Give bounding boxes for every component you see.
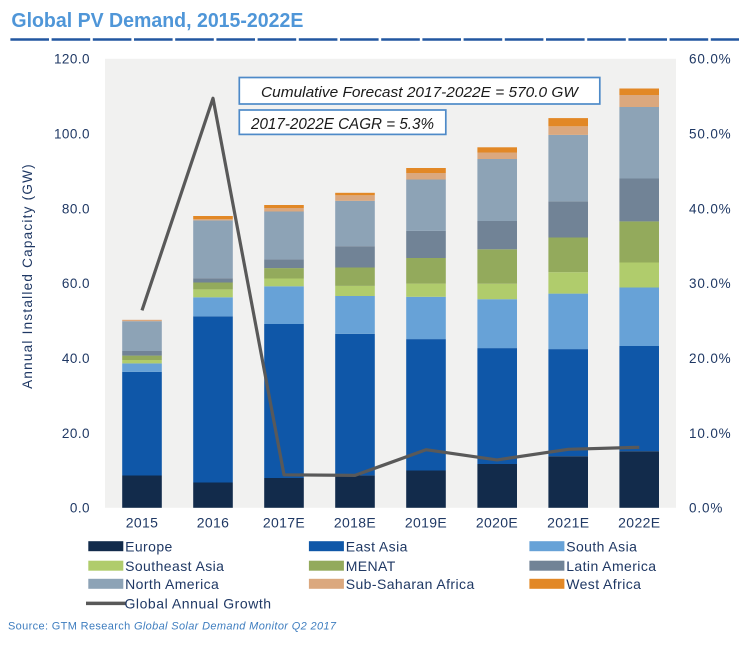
svg-text:10.0%: 10.0%: [689, 426, 732, 441]
svg-text:80.0: 80.0: [62, 201, 90, 216]
svg-text:2015: 2015: [126, 515, 159, 531]
svg-text:120.0: 120.0: [54, 52, 90, 67]
svg-text:60.0%: 60.0%: [689, 52, 732, 67]
svg-text:2016: 2016: [197, 515, 230, 531]
svg-text:East Asia: East Asia: [346, 538, 408, 554]
svg-text:0.0: 0.0: [70, 501, 90, 516]
svg-text:20.0: 20.0: [62, 426, 90, 441]
svg-text:West Africa: West Africa: [566, 576, 641, 592]
svg-text:30.0%: 30.0%: [689, 276, 732, 291]
svg-text:2017-2022E CAGR = 5.3%: 2017-2022E CAGR = 5.3%: [250, 116, 434, 133]
svg-text:Latin America: Latin America: [566, 558, 656, 574]
svg-text:2021E: 2021E: [547, 515, 589, 531]
svg-text:Southeast Asia: Southeast Asia: [125, 558, 224, 574]
svg-text:100.0: 100.0: [54, 126, 90, 141]
svg-text:40.0%: 40.0%: [689, 201, 732, 216]
svg-text:Global PV Demand, 2015-2022E: Global PV Demand, 2015-2022E: [11, 10, 303, 32]
svg-text:40.0: 40.0: [62, 351, 90, 366]
svg-text:MENAT: MENAT: [346, 558, 396, 574]
svg-text:Global Annual Growth: Global Annual Growth: [125, 595, 272, 611]
svg-text:North America: North America: [125, 576, 219, 592]
svg-text:Source: GTM Research Global So: Source: GTM Research Global Solar Demand…: [8, 621, 337, 633]
svg-text:2020E: 2020E: [476, 515, 518, 531]
svg-text:60.0: 60.0: [62, 276, 90, 291]
svg-text:South Asia: South Asia: [566, 538, 637, 554]
svg-text:Sub-Saharan Africa: Sub-Saharan Africa: [346, 576, 475, 592]
svg-text:2017E: 2017E: [263, 515, 305, 531]
svg-text:20.0%: 20.0%: [689, 351, 732, 366]
svg-text:2019E: 2019E: [405, 515, 447, 531]
svg-text:2022E: 2022E: [618, 515, 660, 531]
svg-text:50.0%: 50.0%: [689, 126, 732, 141]
svg-text:2018E: 2018E: [334, 515, 376, 531]
svg-text:Cumulative Forecast 2017-2022E: Cumulative Forecast 2017-2022E = 570.0 G…: [261, 84, 580, 101]
svg-text:Annual Installed Capacity (GW): Annual Installed Capacity (GW): [20, 163, 35, 389]
svg-text:0.0%: 0.0%: [689, 501, 723, 516]
svg-text:Europe: Europe: [125, 538, 173, 554]
